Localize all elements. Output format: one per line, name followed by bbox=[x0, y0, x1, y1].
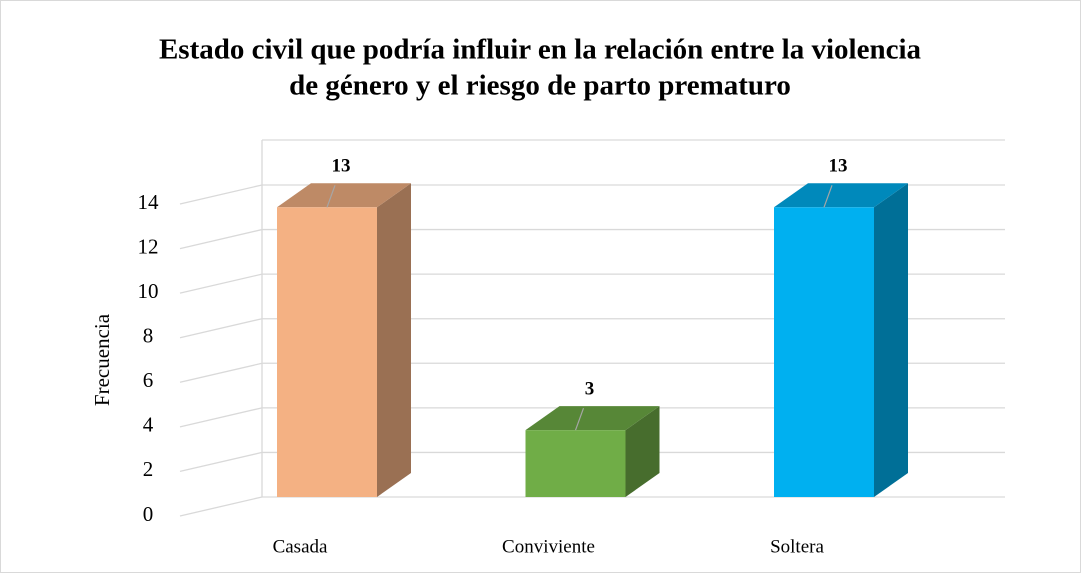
x-tick-label: Conviviente bbox=[502, 536, 595, 557]
bar-top bbox=[774, 183, 908, 208]
grid-line bbox=[179, 184, 1005, 205]
y-tick-label: 8 bbox=[143, 324, 154, 348]
y-tick-label: 0 bbox=[143, 502, 154, 526]
label-leader bbox=[326, 185, 336, 208]
y-tick-label: 2 bbox=[143, 457, 154, 481]
y-tick-label: 6 bbox=[143, 368, 154, 392]
label-leader bbox=[574, 407, 585, 431]
y-axis-label: Frecuencia bbox=[90, 313, 114, 406]
bar-top bbox=[525, 406, 660, 431]
y-tick-label: 12 bbox=[138, 234, 159, 258]
bar bbox=[525, 430, 626, 497]
chart-title-line: de género y el riesgo de parto prematuro bbox=[289, 70, 791, 102]
grid-line bbox=[179, 228, 1005, 250]
x-tick-label: Casada bbox=[273, 536, 328, 557]
y-tick-label: 4 bbox=[143, 413, 154, 437]
bar bbox=[277, 207, 377, 498]
grid-line bbox=[179, 318, 1005, 339]
bar-side bbox=[625, 406, 660, 497]
grid-line bbox=[179, 273, 1005, 294]
bar bbox=[774, 207, 874, 498]
y-tick-label: 14 bbox=[138, 190, 160, 214]
grid-line bbox=[179, 451, 1005, 473]
grid-line bbox=[179, 407, 1005, 428]
bar-side bbox=[874, 183, 908, 498]
chart-title-line: Estado civil que podría influir en la re… bbox=[159, 34, 922, 66]
bar-side bbox=[377, 183, 411, 498]
grid-line bbox=[179, 362, 1005, 383]
grid-line bbox=[179, 496, 1005, 517]
value-label: 3 bbox=[585, 379, 595, 400]
bar-top bbox=[277, 183, 411, 208]
value-label: 13 bbox=[829, 156, 848, 177]
x-tick-label: Soltera bbox=[770, 536, 824, 557]
value-label: 13 bbox=[332, 156, 351, 177]
y-tick-label: 10 bbox=[138, 279, 159, 303]
label-leader bbox=[823, 185, 833, 208]
